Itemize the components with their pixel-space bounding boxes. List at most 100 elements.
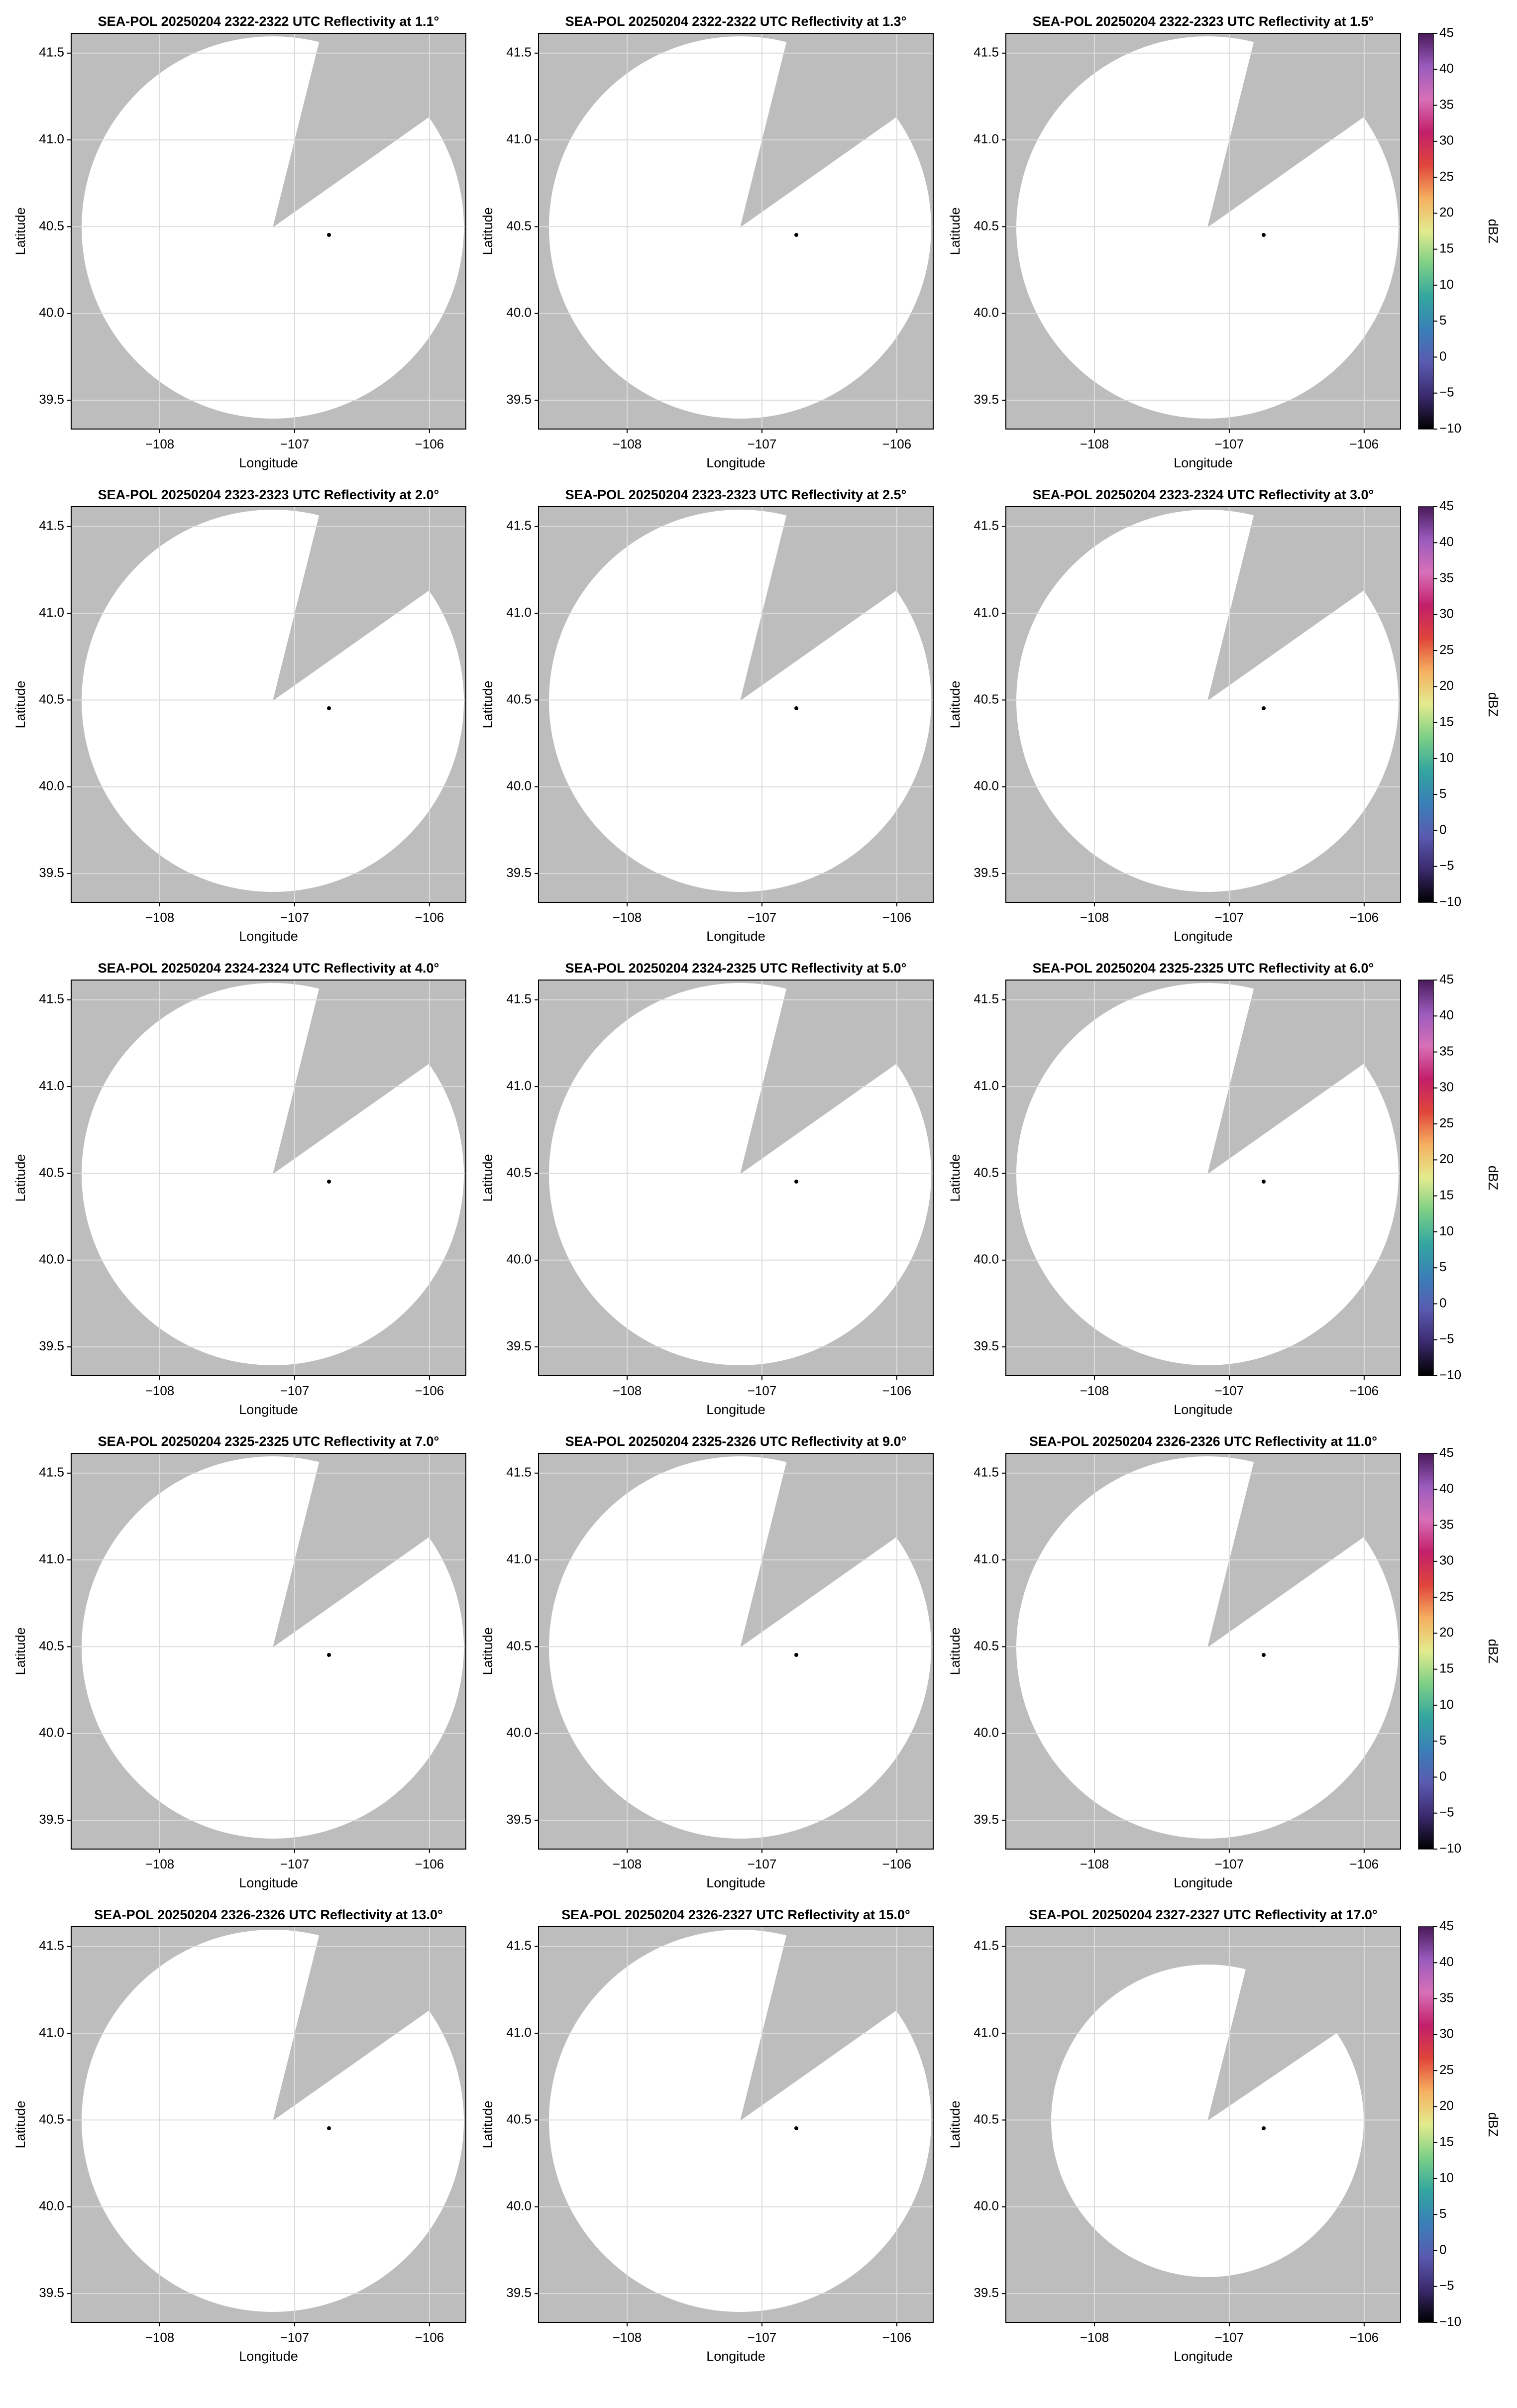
- colorbar: [1418, 1926, 1434, 2323]
- colorbar-tick-label: 40: [1439, 1007, 1454, 1022]
- panel: SEA-POL 20250204 2323-2323 UTC Reflectiv…: [13, 487, 466, 944]
- x-tick-label: −108: [145, 437, 175, 451]
- axes-frame: [538, 980, 934, 1376]
- x-tick-label: −107: [1215, 2330, 1244, 2345]
- blocked-sector: [740, 507, 933, 701]
- panel: SEA-POL 20250204 2325-2326 UTC Reflectiv…: [480, 1434, 934, 1890]
- axes-frame: [1005, 1453, 1401, 1850]
- colorbar-tick-label: 20: [1439, 1625, 1454, 1640]
- blocked-sector: [273, 1453, 466, 1647]
- y-tick-label: 41.0: [974, 1078, 999, 1093]
- x-axis-label: Longitude: [1174, 1875, 1233, 1890]
- axes-frame: [538, 506, 934, 903]
- colorbar-tick-label: 0: [1439, 2242, 1446, 2257]
- y-tick-label: 41.0: [506, 605, 532, 620]
- y-tick-label: 39.5: [39, 1338, 64, 1353]
- x-axis-label: Longitude: [1174, 2349, 1233, 2364]
- axes-frame: [1005, 980, 1401, 1376]
- y-tick-label: 41.0: [974, 131, 999, 146]
- x-axis-label: Longitude: [706, 1875, 765, 1890]
- colorbar-label: dBZ: [1486, 1166, 1501, 1191]
- panel-title: SEA-POL 20250204 2322-2322 UTC Reflectiv…: [565, 14, 907, 29]
- colorbar-tick-label: 10: [1439, 1697, 1454, 1712]
- x-axis-label: Longitude: [1174, 455, 1233, 470]
- x-tick-label: −106: [1350, 437, 1379, 451]
- axes-frame: [1005, 1926, 1401, 2323]
- y-tick-label: 41.0: [506, 1078, 532, 1093]
- blocked-sector: [740, 33, 933, 227]
- axes-frame: [538, 1926, 934, 2323]
- y-tick-label: 40.5: [39, 2111, 64, 2126]
- y-tick-label: 40.0: [506, 2198, 532, 2213]
- plot-area: [539, 507, 933, 902]
- y-tick-label: 40.5: [974, 691, 999, 706]
- y-tick-label: 41.5: [974, 991, 999, 1006]
- colorbar-tick-label: −10: [1439, 1367, 1461, 1382]
- y-tick-label: 40.5: [39, 691, 64, 706]
- blocked-sector: [273, 507, 466, 701]
- blocked-sector: [273, 1927, 466, 2121]
- x-tick-label: −108: [613, 2330, 642, 2345]
- blocked-sector: [1207, 507, 1401, 701]
- y-tick-label: 39.5: [506, 1338, 532, 1353]
- axes-frame: [1005, 33, 1401, 430]
- x-tick-label: −106: [415, 2330, 444, 2345]
- axes-frame: [71, 1453, 466, 1850]
- x-tick-label: −107: [748, 437, 777, 451]
- radar-site: [327, 1653, 331, 1657]
- axes-frame: [71, 1926, 466, 2323]
- panel: SEA-POL 20250204 2326-2326 UTC Reflectiv…: [948, 1434, 1501, 1890]
- x-tick-label: −107: [1215, 910, 1244, 925]
- plot-area: [539, 1453, 933, 1849]
- x-tick-label: −107: [748, 2330, 777, 2345]
- y-tick-label: 41.0: [39, 1078, 64, 1093]
- y-tick-label: 40.0: [506, 778, 532, 793]
- y-tick-label: 40.0: [974, 1725, 999, 1740]
- plot-area: [71, 1453, 466, 1849]
- x-axis-label: Longitude: [706, 2349, 765, 2364]
- colorbar-tick-label: 20: [1439, 678, 1454, 693]
- x-axis-label: Longitude: [239, 2349, 298, 2364]
- y-tick-label: 39.5: [506, 2285, 532, 2300]
- axes-frame: [71, 506, 466, 903]
- x-axis-label: Longitude: [706, 455, 765, 470]
- axes-frame: [71, 980, 466, 1376]
- plot-area: [1006, 980, 1401, 1376]
- y-tick-label: 41.5: [39, 1938, 64, 1953]
- x-tick-label: −106: [1350, 910, 1379, 925]
- x-tick-label: −107: [280, 2330, 310, 2345]
- panel-title: SEA-POL 20250204 2323-2323 UTC Reflectiv…: [98, 487, 439, 502]
- plot-area: [1006, 33, 1401, 429]
- y-tick-label: 41.5: [974, 518, 999, 533]
- colorbar-tick-label: 35: [1439, 570, 1454, 585]
- colorbar-tick-label: 30: [1439, 133, 1454, 148]
- y-tick-label: 39.5: [39, 392, 64, 407]
- y-axis-label: Latitude: [948, 2100, 963, 2148]
- x-tick-label: −106: [415, 910, 444, 925]
- x-axis-label: Longitude: [239, 455, 298, 470]
- blocked-sector: [1207, 980, 1401, 1174]
- colorbar-tick-label: 15: [1439, 1188, 1454, 1203]
- y-tick-label: 40.0: [974, 305, 999, 320]
- panel-title: SEA-POL 20250204 2324-2324 UTC Reflectiv…: [98, 961, 439, 976]
- x-tick-label: −107: [1215, 1383, 1244, 1398]
- y-tick-label: 41.0: [39, 2025, 64, 2040]
- colorbar-tick-label: 15: [1439, 1661, 1454, 1676]
- y-tick-label: 40.0: [974, 2198, 999, 2213]
- y-axis-label: Latitude: [13, 1627, 28, 1675]
- x-tick-label: −108: [613, 437, 642, 451]
- colorbar-tick-label: 35: [1439, 1990, 1454, 2005]
- colorbar-tick-label: 30: [1439, 2026, 1454, 2041]
- colorbar-tick-label: 45: [1439, 25, 1454, 40]
- x-tick-label: −108: [1080, 2330, 1109, 2345]
- y-tick-label: 41.5: [506, 1938, 532, 1953]
- colorbar-tick-label: 0: [1439, 348, 1446, 363]
- y-axis-label: Latitude: [13, 2100, 28, 2148]
- x-tick-label: −108: [145, 2330, 175, 2345]
- colorbar-tick-label: −5: [1439, 2278, 1454, 2293]
- y-tick-label: 41.0: [39, 605, 64, 620]
- radar-site: [1262, 2126, 1266, 2130]
- panel: SEA-POL 20250204 2322-2323 UTC Reflectiv…: [948, 14, 1501, 470]
- colorbar-tick-label: 10: [1439, 750, 1454, 765]
- y-tick-label: 40.5: [506, 218, 532, 233]
